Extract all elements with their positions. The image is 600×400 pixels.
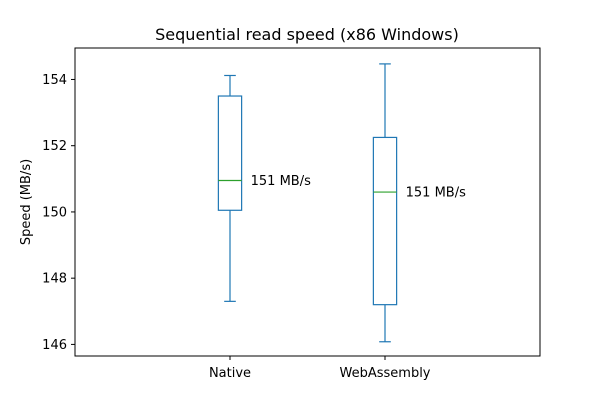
box-webassembly: 151 MB/s [372, 63, 466, 343]
y-tick-label: 154 [42, 73, 67, 88]
box-native: 151 MB/s [217, 74, 311, 302]
box-iqr [372, 136, 398, 306]
chart-title: Sequential read speed (x86 Windows) [155, 25, 459, 44]
plot-frame [74, 47, 541, 357]
y-tick-label: 146 [42, 338, 67, 353]
x-tick-label: Native [209, 366, 251, 381]
plot-area: 151 MB/s 151 MB/s [217, 63, 466, 343]
y-tick-label: 152 [42, 139, 67, 154]
box-iqr [217, 95, 243, 211]
y-tick-label: 148 [42, 272, 67, 287]
y-tick-label: 150 [42, 205, 67, 220]
y-axis-label: Speed (MB/s) [19, 159, 34, 245]
median-annotation: 151 MB/s [406, 186, 466, 201]
median-annotation: 151 MB/s [251, 174, 311, 189]
x-tick-label: WebAssembly [340, 366, 431, 381]
